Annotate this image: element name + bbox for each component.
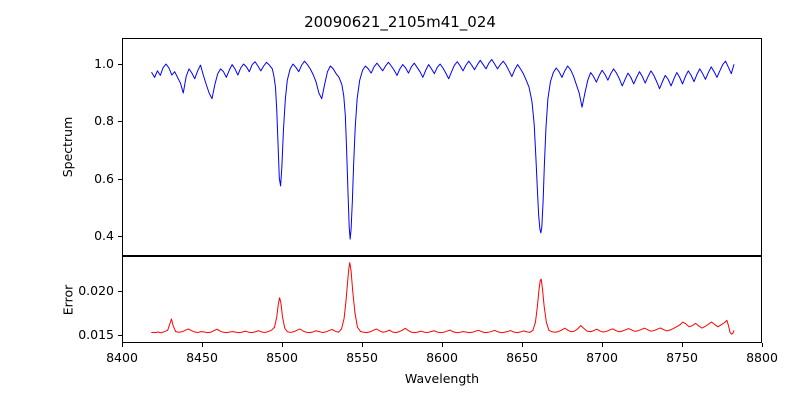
wavelength-tick-label: 8400 [106, 350, 138, 365]
spectrum-axis-label: Spectrum [60, 116, 75, 178]
wavelength-axis-label: Wavelength [404, 371, 480, 386]
wavelength-tick-label: 8550 [346, 350, 378, 365]
wavelength-tick-mark [442, 343, 443, 347]
error-y-tick-mark [118, 335, 122, 336]
spectrum-y-tick-mark [118, 64, 122, 65]
wavelength-tick-label: 8500 [266, 350, 298, 365]
wavelength-tick-label: 8800 [746, 350, 778, 365]
error-y-tick-mark [118, 291, 122, 292]
wavelength-tick-mark [362, 343, 363, 347]
wavelength-tick-mark [122, 343, 123, 347]
error-plot-area [122, 256, 762, 343]
spectrum-y-tick-mark [118, 179, 122, 180]
spectrum-data-line [151, 58, 735, 240]
spectrum-y-tick-label: 0.8 [94, 113, 114, 129]
error-y-tick-label: 0.020 [78, 282, 114, 298]
error-line-svg [151, 262, 735, 335]
error-axis-label: Error [60, 284, 75, 315]
spectrum-y-tick-label: 0.6 [94, 170, 114, 186]
wavelength-tick-label: 8600 [426, 350, 458, 365]
spectrum-line-svg [151, 58, 735, 240]
wavelength-tick-label: 8650 [506, 350, 538, 365]
wavelength-tick-mark [762, 343, 763, 347]
spectrum-y-tick-label: 1.0 [94, 55, 114, 71]
wavelength-tick-mark [602, 343, 603, 347]
page-title: 20090621_2105m41_024 [304, 13, 496, 31]
spectrum-y-tick-mark [118, 236, 122, 237]
spectrum-y-tick-label: 0.4 [94, 227, 114, 243]
wavelength-tick-label: 8450 [186, 350, 218, 365]
spectrum-plot-area [122, 38, 762, 256]
wavelength-tick-mark [522, 343, 523, 347]
error-data-line [151, 262, 735, 335]
wavelength-tick-label: 8750 [666, 350, 698, 365]
spectrum-y-tick-mark [118, 121, 122, 122]
error-y-tick-label: 0.015 [78, 327, 114, 342]
wavelength-tick-mark [282, 343, 283, 347]
wavelength-tick-label: 8700 [586, 350, 618, 365]
wavelength-tick-mark [202, 343, 203, 347]
wavelength-tick-mark [682, 343, 683, 347]
